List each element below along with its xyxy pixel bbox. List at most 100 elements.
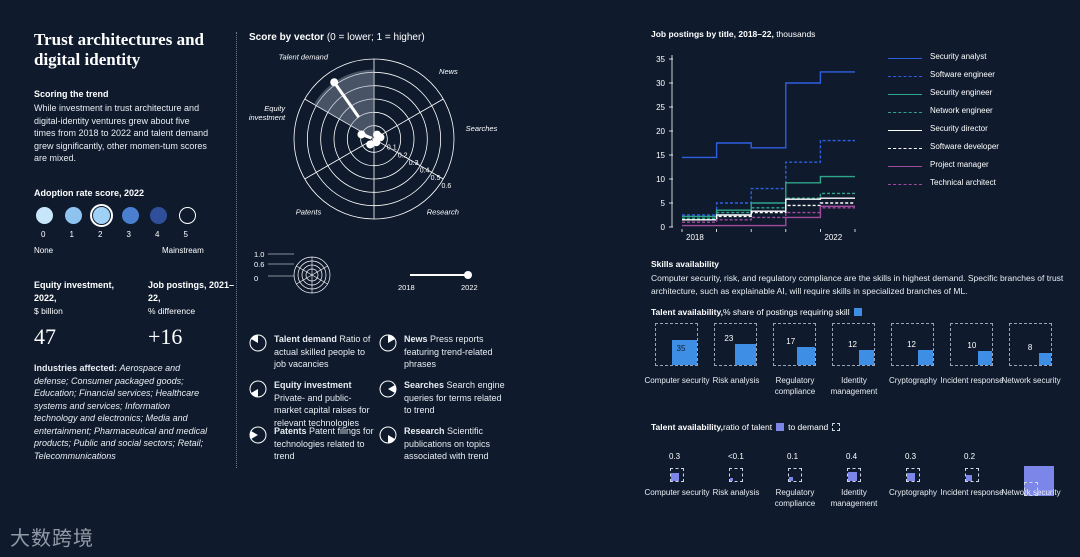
ratio-value: 0.4: [846, 452, 858, 461]
ratio-demand-square: [670, 468, 684, 482]
industries-label: Industries affected:: [34, 363, 118, 373]
y-tick-label: 25: [656, 103, 665, 112]
adoption-level-label: 0: [41, 230, 46, 239]
radar-axis-label: Talent demand: [279, 52, 329, 61]
legend-line-sample: [888, 112, 922, 113]
share-value: 17: [786, 337, 796, 347]
radar-key: 1.0 0.6 0 2018 2022: [254, 250, 478, 294]
series-line: [682, 175, 855, 218]
mini-spoke: [311, 274, 328, 285]
y-tick-label: 35: [656, 55, 665, 64]
adoption-circle-0: [36, 207, 53, 224]
legend-line-sample: [888, 184, 922, 185]
share-box: [1009, 323, 1052, 366]
ratio-title-end: to demand: [788, 422, 829, 432]
vector-legend-text: Equity investment Private- and public-ma…: [274, 379, 376, 429]
legend-line-sample: [888, 76, 922, 77]
vector-name: Patents: [274, 426, 307, 436]
share-title: Talent availability, % share of postings…: [651, 307, 862, 317]
share-value: 35: [676, 343, 686, 353]
jobs-chart-title-rest: thousands: [773, 29, 816, 39]
radar-ring-label: 0.3: [409, 160, 419, 167]
share-fill: [797, 347, 815, 365]
radar-ring-label: 0.2: [398, 152, 408, 159]
adoption-level-label: 4: [155, 230, 160, 239]
legend-series-label: Technical architect: [930, 178, 996, 187]
vector-name: Talent demand: [274, 334, 337, 344]
ratio-value: 0.3: [905, 452, 917, 461]
adoption-level-label: 2: [98, 230, 103, 239]
vector-legend-text: Patents Patent filings for technologies …: [274, 425, 376, 463]
vector-name: Research: [404, 426, 445, 436]
ratio-demand-square: [729, 468, 743, 482]
series-line: [682, 139, 855, 216]
share-category-label: Network security: [1001, 376, 1061, 385]
radar-axis-label: Equity: [264, 104, 286, 113]
scoring-heading: Scoring the trend: [34, 89, 109, 99]
mini-label-2: 0.6: [254, 260, 264, 269]
y-tick-label: 10: [656, 175, 665, 184]
radar-point: [357, 130, 366, 139]
adoption-circle-3: [121, 207, 139, 224]
ratio-demand-square: [788, 468, 802, 482]
adoption-heading: Adoption rate score, 2022: [34, 188, 145, 198]
radar-point: [372, 138, 381, 147]
radar-point: [366, 140, 375, 149]
radar-spoke: [373, 138, 444, 180]
share-value: 10: [967, 341, 977, 351]
jobs-value: +16: [148, 324, 183, 349]
adoption-level-label: 5: [183, 230, 188, 239]
series-line: [682, 71, 855, 159]
ratio-talent-square: [671, 473, 679, 481]
vector-icon: [249, 380, 267, 403]
ratio-title: Talent availability, ratio of talent to …: [651, 422, 841, 432]
jobs-heading: Job postings, 2021–22,: [148, 280, 235, 303]
vector-legend-text: Searches Search engine queries for terms…: [404, 379, 506, 417]
share-legend-swatch: [853, 308, 862, 316]
industries-block: Industries affected: Aerospace and defen…: [34, 362, 214, 462]
radar-ring-label: 0.6: [442, 183, 452, 190]
radar-ring-label: 0.5: [431, 175, 441, 182]
adoption-circle-2: [90, 204, 113, 227]
skills-text: Computer security, risk, and regulatory …: [651, 273, 1064, 296]
mini-spoke: [296, 274, 313, 285]
mini-spoke: [311, 265, 328, 276]
series-line: [682, 202, 855, 221]
radar-point: [330, 78, 339, 87]
ratio-value: 0.2: [964, 452, 976, 461]
mini-spoke: [296, 265, 313, 276]
radar-ring-label: 0.1: [387, 145, 397, 152]
vector-desc: Press reports featuring trend-related ph…: [404, 334, 493, 369]
ratio-category-label: Network security: [1001, 488, 1061, 497]
share-box: [773, 323, 816, 366]
share-box: [832, 323, 875, 366]
share-value: 8: [1027, 342, 1033, 352]
ratio-category-label: Identity management: [830, 488, 878, 508]
ratio-category-label: Risk analysis: [712, 488, 760, 497]
legend-line-sample: [888, 166, 922, 167]
ratio-title-bold: Talent availability,: [651, 422, 723, 432]
ratio-demand-square: [1024, 482, 1038, 496]
vector-legend-text: Talent demand Ratio of actual skilled pe…: [274, 333, 376, 371]
radar-axis-label: investment: [249, 113, 286, 122]
share-category-label: Regulatory compliance: [774, 376, 816, 396]
vector-icon: [249, 426, 267, 449]
legend-line-sample: [888, 58, 922, 59]
y-tick-label: 30: [656, 79, 665, 88]
legend-series-label: Project manager: [930, 160, 989, 169]
year-slider-handle[interactable]: [464, 271, 472, 279]
ratio-value: 0.3: [669, 452, 681, 461]
mini-label-1: 1.0: [254, 250, 264, 259]
radar-title-rest: (0 = lower; 1 = higher): [324, 32, 425, 43]
x-tick-label: 2022: [824, 233, 842, 242]
share-fill: [859, 350, 874, 365]
vector-icon: [379, 380, 397, 403]
share-fill: [1038, 352, 1051, 365]
ratio-title-mid: ratio of talent: [722, 422, 773, 432]
vector-name: Equity investment: [274, 380, 352, 390]
legend-series-label: Software engineer: [930, 70, 995, 79]
y-tick-label: 5: [661, 199, 666, 208]
column-divider: [236, 32, 237, 468]
radar-legend: Talent demand Ratio of actual skilled pe…: [249, 333, 509, 473]
share-value: 23: [724, 334, 734, 344]
